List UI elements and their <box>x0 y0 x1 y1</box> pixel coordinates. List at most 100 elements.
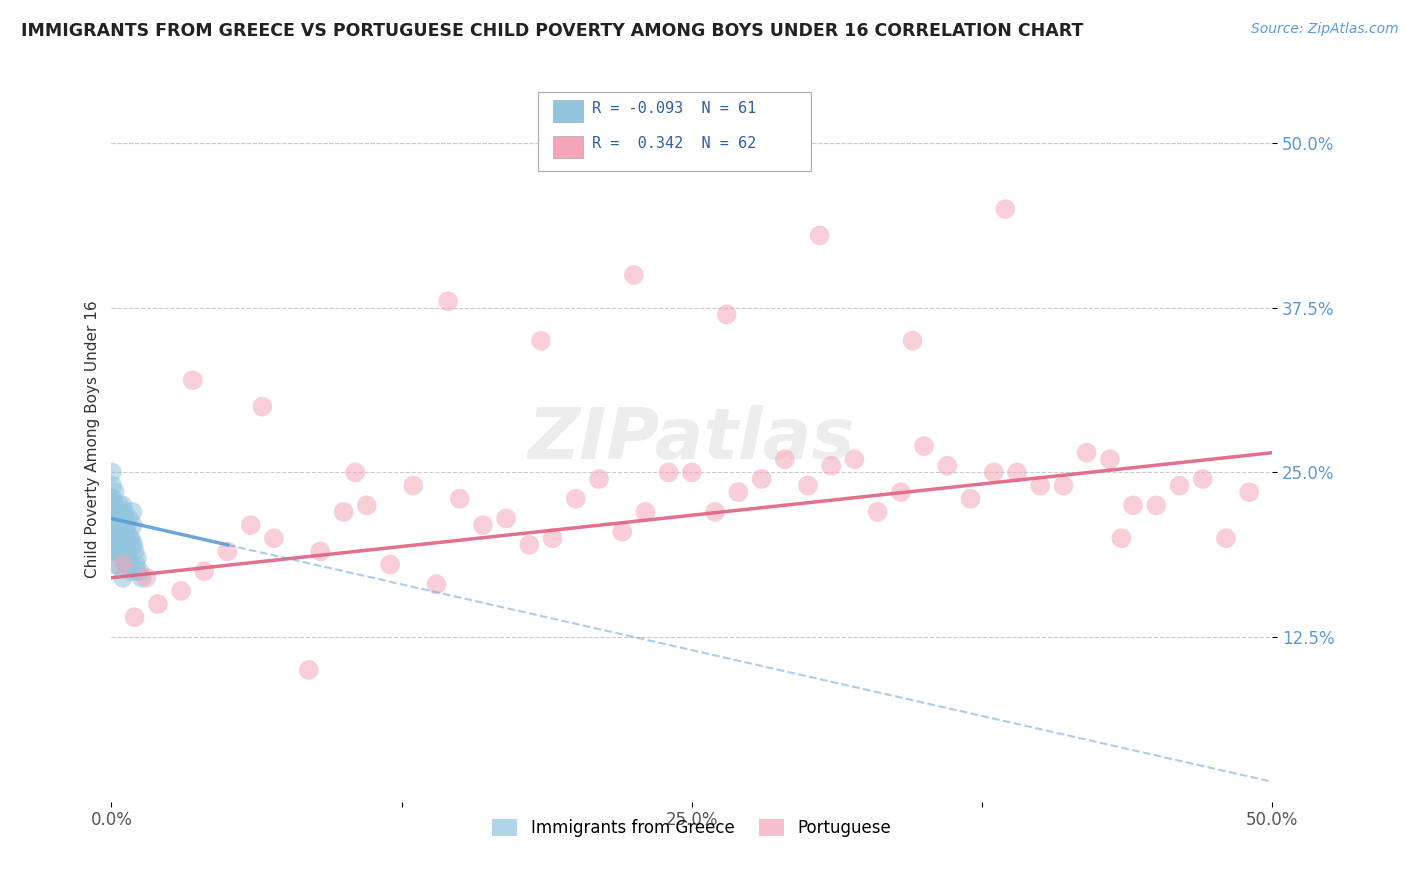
Point <box>1122 499 1144 513</box>
Point <box>866 505 889 519</box>
Legend: Immigrants from Greece, Portuguese: Immigrants from Greece, Portuguese <box>485 813 898 844</box>
Point <box>658 466 681 480</box>
Point <box>1168 478 1191 492</box>
Point <box>112 505 135 519</box>
Point <box>110 524 132 539</box>
Point <box>356 499 378 513</box>
Point <box>104 485 127 500</box>
Point <box>115 558 138 572</box>
Point <box>1191 472 1213 486</box>
Point <box>378 558 401 572</box>
Point <box>519 538 541 552</box>
Point <box>124 544 146 558</box>
Point <box>103 531 125 545</box>
Point <box>936 458 959 473</box>
Point <box>103 524 125 539</box>
Point <box>681 466 703 480</box>
Point <box>1005 466 1028 480</box>
Point <box>111 571 134 585</box>
Point <box>107 531 129 545</box>
Point <box>111 499 134 513</box>
Point <box>131 571 153 585</box>
Point <box>890 485 912 500</box>
Point <box>588 472 610 486</box>
Point <box>108 499 131 513</box>
Point <box>105 518 128 533</box>
Point <box>114 524 136 539</box>
Point <box>115 518 138 533</box>
Point <box>125 551 148 566</box>
Point <box>128 564 150 578</box>
Point <box>1111 531 1133 545</box>
Point <box>309 544 332 558</box>
Point <box>101 511 124 525</box>
Point <box>298 663 321 677</box>
Point <box>121 518 143 533</box>
Point <box>425 577 447 591</box>
Point <box>252 400 274 414</box>
Text: R =  0.342  N = 62: R = 0.342 N = 62 <box>592 136 756 152</box>
Point <box>1098 452 1121 467</box>
Point <box>121 538 143 552</box>
Point <box>124 610 146 624</box>
Text: Source: ZipAtlas.com: Source: ZipAtlas.com <box>1251 22 1399 37</box>
Point <box>107 531 129 545</box>
Point <box>105 538 128 552</box>
Point <box>495 511 517 525</box>
Y-axis label: Child Poverty Among Boys Under 16: Child Poverty Among Boys Under 16 <box>86 301 100 578</box>
Point <box>808 228 831 243</box>
Point <box>114 551 136 566</box>
Point <box>117 551 139 566</box>
Point <box>118 564 141 578</box>
Point <box>118 531 141 545</box>
Point <box>108 524 131 539</box>
Point <box>120 558 142 572</box>
Point <box>125 558 148 572</box>
Point <box>103 518 125 533</box>
Point <box>912 439 935 453</box>
Point <box>751 472 773 486</box>
Point <box>773 452 796 467</box>
Point <box>239 518 262 533</box>
Point <box>111 511 134 525</box>
Point <box>844 452 866 467</box>
Point <box>612 524 634 539</box>
Point <box>437 294 460 309</box>
Point <box>983 466 1005 480</box>
Point <box>565 491 588 506</box>
Point <box>541 531 564 545</box>
Text: IMMIGRANTS FROM GREECE VS PORTUGUESE CHILD POVERTY AMONG BOYS UNDER 16 CORRELATI: IMMIGRANTS FROM GREECE VS PORTUGUESE CHI… <box>21 22 1084 40</box>
Point <box>104 505 127 519</box>
Point <box>101 491 124 506</box>
Point <box>121 505 143 519</box>
Text: R = -0.093  N = 61: R = -0.093 N = 61 <box>592 101 756 116</box>
Point <box>634 505 657 519</box>
Point <box>901 334 924 348</box>
Point <box>1029 478 1052 492</box>
Point <box>104 558 127 572</box>
Point <box>402 478 425 492</box>
Point <box>217 544 239 558</box>
Point <box>104 544 127 558</box>
Point <box>110 544 132 558</box>
Point <box>344 466 367 480</box>
Point <box>135 571 157 585</box>
Point <box>994 202 1017 216</box>
Point <box>146 597 169 611</box>
Point <box>103 531 125 545</box>
Point <box>797 478 820 492</box>
Point <box>704 505 727 519</box>
Point <box>105 558 128 572</box>
Point <box>193 564 215 578</box>
Point <box>108 538 131 552</box>
Point <box>111 558 134 572</box>
Point <box>101 505 124 519</box>
Point <box>471 518 494 533</box>
Point <box>110 538 132 552</box>
Point <box>101 466 124 480</box>
Point <box>1076 445 1098 459</box>
Point <box>125 564 148 578</box>
Point <box>105 505 128 519</box>
Point <box>716 307 738 321</box>
Point <box>101 478 124 492</box>
